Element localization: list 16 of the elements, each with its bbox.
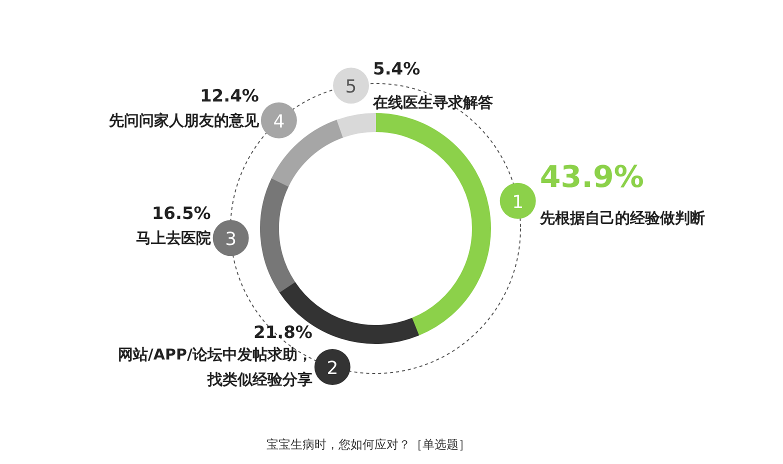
data-label: 16.5% xyxy=(152,204,211,224)
text: 3 xyxy=(225,229,237,250)
slice-label: 先根据自己的经验做判断 xyxy=(538,208,705,227)
text: 4 xyxy=(273,111,285,132)
text: 宝宝生病时，您如何应对？［单选题］ xyxy=(266,438,470,452)
data-label: 21.8% xyxy=(253,322,312,343)
legend-label: 先问问家人朋友的意见 xyxy=(108,111,260,130)
data-label: 43.9% xyxy=(540,160,644,195)
text: 5 xyxy=(345,76,357,98)
legend-label: 网站/APP/论坛中发帖求助，找类似经验分享 xyxy=(118,345,312,389)
legend-label: 马上去医院 xyxy=(136,229,211,248)
text: 2 xyxy=(326,358,338,379)
text: 1 xyxy=(512,192,524,213)
data-label: 5.4% xyxy=(373,60,420,80)
data-label: 12.4% xyxy=(200,86,259,106)
slice-label: 在线医生寻求解答 xyxy=(372,94,494,112)
